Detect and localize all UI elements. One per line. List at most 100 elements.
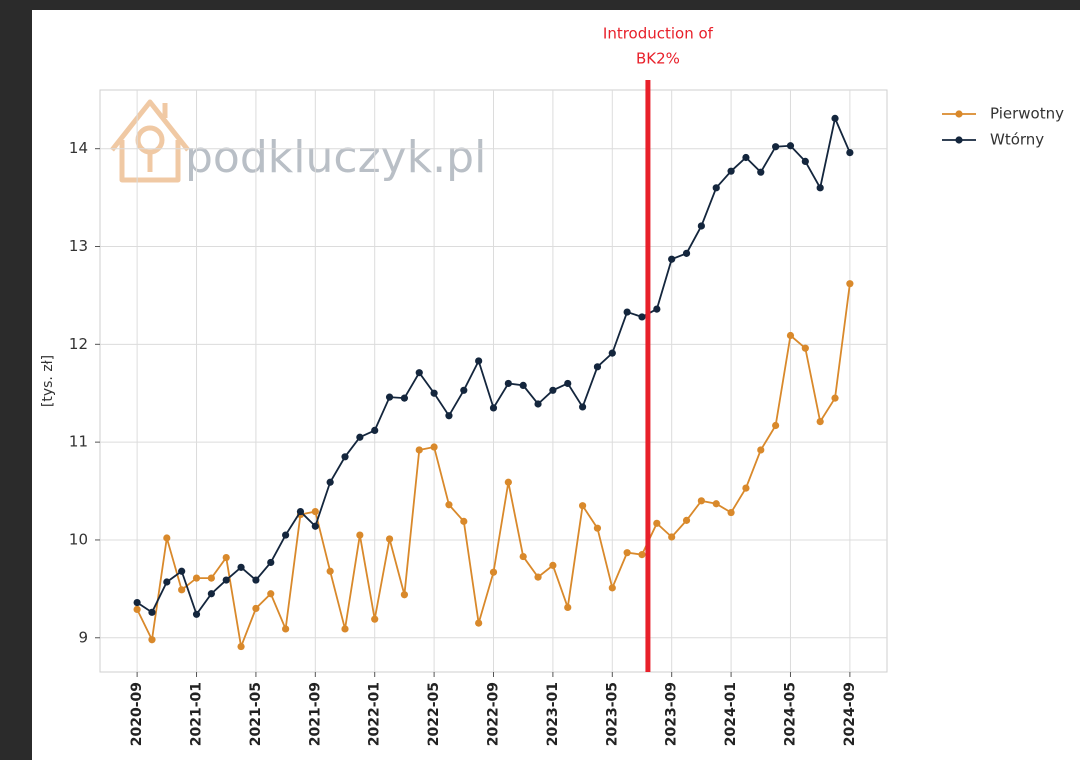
x-tick-label: 2023-09 bbox=[664, 682, 680, 746]
x-tick-label: 2020-09 bbox=[129, 682, 145, 746]
data-point bbox=[326, 567, 334, 575]
data-point bbox=[534, 400, 542, 408]
x-tick-label: 2021-09 bbox=[307, 682, 323, 746]
data-point bbox=[593, 363, 602, 371]
data-point bbox=[178, 586, 186, 594]
data-point bbox=[460, 386, 468, 394]
data-point bbox=[489, 568, 498, 576]
data-point bbox=[163, 534, 171, 542]
data-point bbox=[252, 604, 260, 613]
legend-label: Pierwotny bbox=[990, 105, 1064, 123]
data-point bbox=[356, 531, 364, 539]
data-point bbox=[772, 143, 780, 151]
y-tick-label: 13 bbox=[69, 237, 88, 255]
data-point bbox=[608, 584, 616, 592]
data-point bbox=[267, 590, 275, 598]
data-point bbox=[757, 446, 765, 454]
data-point bbox=[460, 517, 468, 525]
data-point bbox=[371, 615, 379, 623]
data-point bbox=[549, 386, 557, 394]
data-point bbox=[148, 608, 156, 616]
data-point bbox=[282, 531, 290, 539]
data-point bbox=[445, 412, 453, 420]
data-point bbox=[192, 610, 201, 618]
data-point bbox=[831, 114, 839, 122]
data-point bbox=[489, 404, 498, 412]
data-point bbox=[801, 344, 809, 352]
data-point bbox=[653, 305, 661, 313]
y-tick-label: 9 bbox=[78, 628, 88, 646]
x-tick-label: 2023-01 bbox=[545, 682, 561, 746]
data-point bbox=[504, 379, 512, 388]
data-point bbox=[593, 524, 602, 532]
data-point bbox=[445, 501, 453, 509]
data-point bbox=[356, 433, 364, 441]
data-point bbox=[385, 535, 394, 543]
data-point bbox=[207, 590, 215, 598]
y-tick-label: 10 bbox=[69, 530, 88, 548]
data-point bbox=[192, 574, 201, 582]
data-point bbox=[415, 369, 423, 377]
data-point bbox=[742, 153, 750, 162]
data-point bbox=[682, 516, 691, 524]
data-point bbox=[252, 576, 260, 584]
x-tick-label: 2021-05 bbox=[248, 682, 264, 746]
data-point bbox=[267, 558, 275, 567]
data-point bbox=[207, 574, 215, 582]
data-point bbox=[757, 168, 765, 176]
data-point bbox=[623, 549, 631, 557]
watermark: podkluczyk.pl bbox=[185, 132, 486, 183]
annotation-text: Introduction of bbox=[603, 25, 714, 43]
data-point bbox=[564, 379, 572, 388]
data-point bbox=[341, 625, 349, 633]
data-point bbox=[133, 598, 141, 607]
data-point bbox=[163, 578, 171, 586]
data-point bbox=[311, 522, 319, 530]
y-tick-label: 12 bbox=[69, 335, 88, 353]
data-point bbox=[801, 157, 809, 166]
data-point bbox=[697, 497, 705, 505]
annotation-text: BK2% bbox=[636, 50, 680, 68]
data-point bbox=[831, 394, 839, 402]
y-axis-label: [tys. zł] bbox=[40, 355, 56, 407]
data-point bbox=[519, 552, 527, 561]
data-point bbox=[222, 576, 230, 584]
data-point bbox=[816, 417, 824, 426]
data-point bbox=[430, 443, 438, 451]
data-point bbox=[623, 308, 631, 316]
data-point bbox=[237, 642, 245, 651]
data-point bbox=[415, 446, 423, 454]
data-point bbox=[400, 591, 409, 599]
data-point bbox=[697, 222, 705, 230]
legend-marker bbox=[955, 136, 963, 144]
data-point bbox=[742, 484, 750, 492]
data-point bbox=[237, 563, 245, 571]
data-point bbox=[475, 357, 483, 365]
x-tick-label: 2022-01 bbox=[367, 682, 383, 746]
data-point bbox=[296, 507, 305, 516]
data-point bbox=[133, 605, 141, 613]
data-point bbox=[549, 561, 557, 569]
data-point bbox=[341, 453, 349, 461]
x-tick-label: 2024-01 bbox=[723, 682, 739, 746]
data-point bbox=[148, 636, 156, 644]
data-point bbox=[608, 349, 616, 357]
data-point bbox=[311, 507, 319, 516]
legend-label: Wtórny bbox=[990, 131, 1044, 149]
data-point bbox=[727, 167, 735, 175]
data-point bbox=[786, 142, 795, 150]
data-point bbox=[400, 394, 409, 402]
data-point bbox=[712, 500, 720, 508]
data-point bbox=[846, 280, 854, 288]
data-point bbox=[504, 478, 512, 486]
data-point bbox=[653, 519, 661, 527]
data-point bbox=[519, 381, 527, 390]
data-point bbox=[638, 551, 646, 559]
data-point bbox=[727, 508, 735, 517]
data-point bbox=[178, 567, 186, 575]
data-point bbox=[668, 533, 676, 541]
data-point bbox=[534, 573, 542, 581]
data-point bbox=[712, 184, 720, 192]
data-point bbox=[772, 421, 780, 430]
